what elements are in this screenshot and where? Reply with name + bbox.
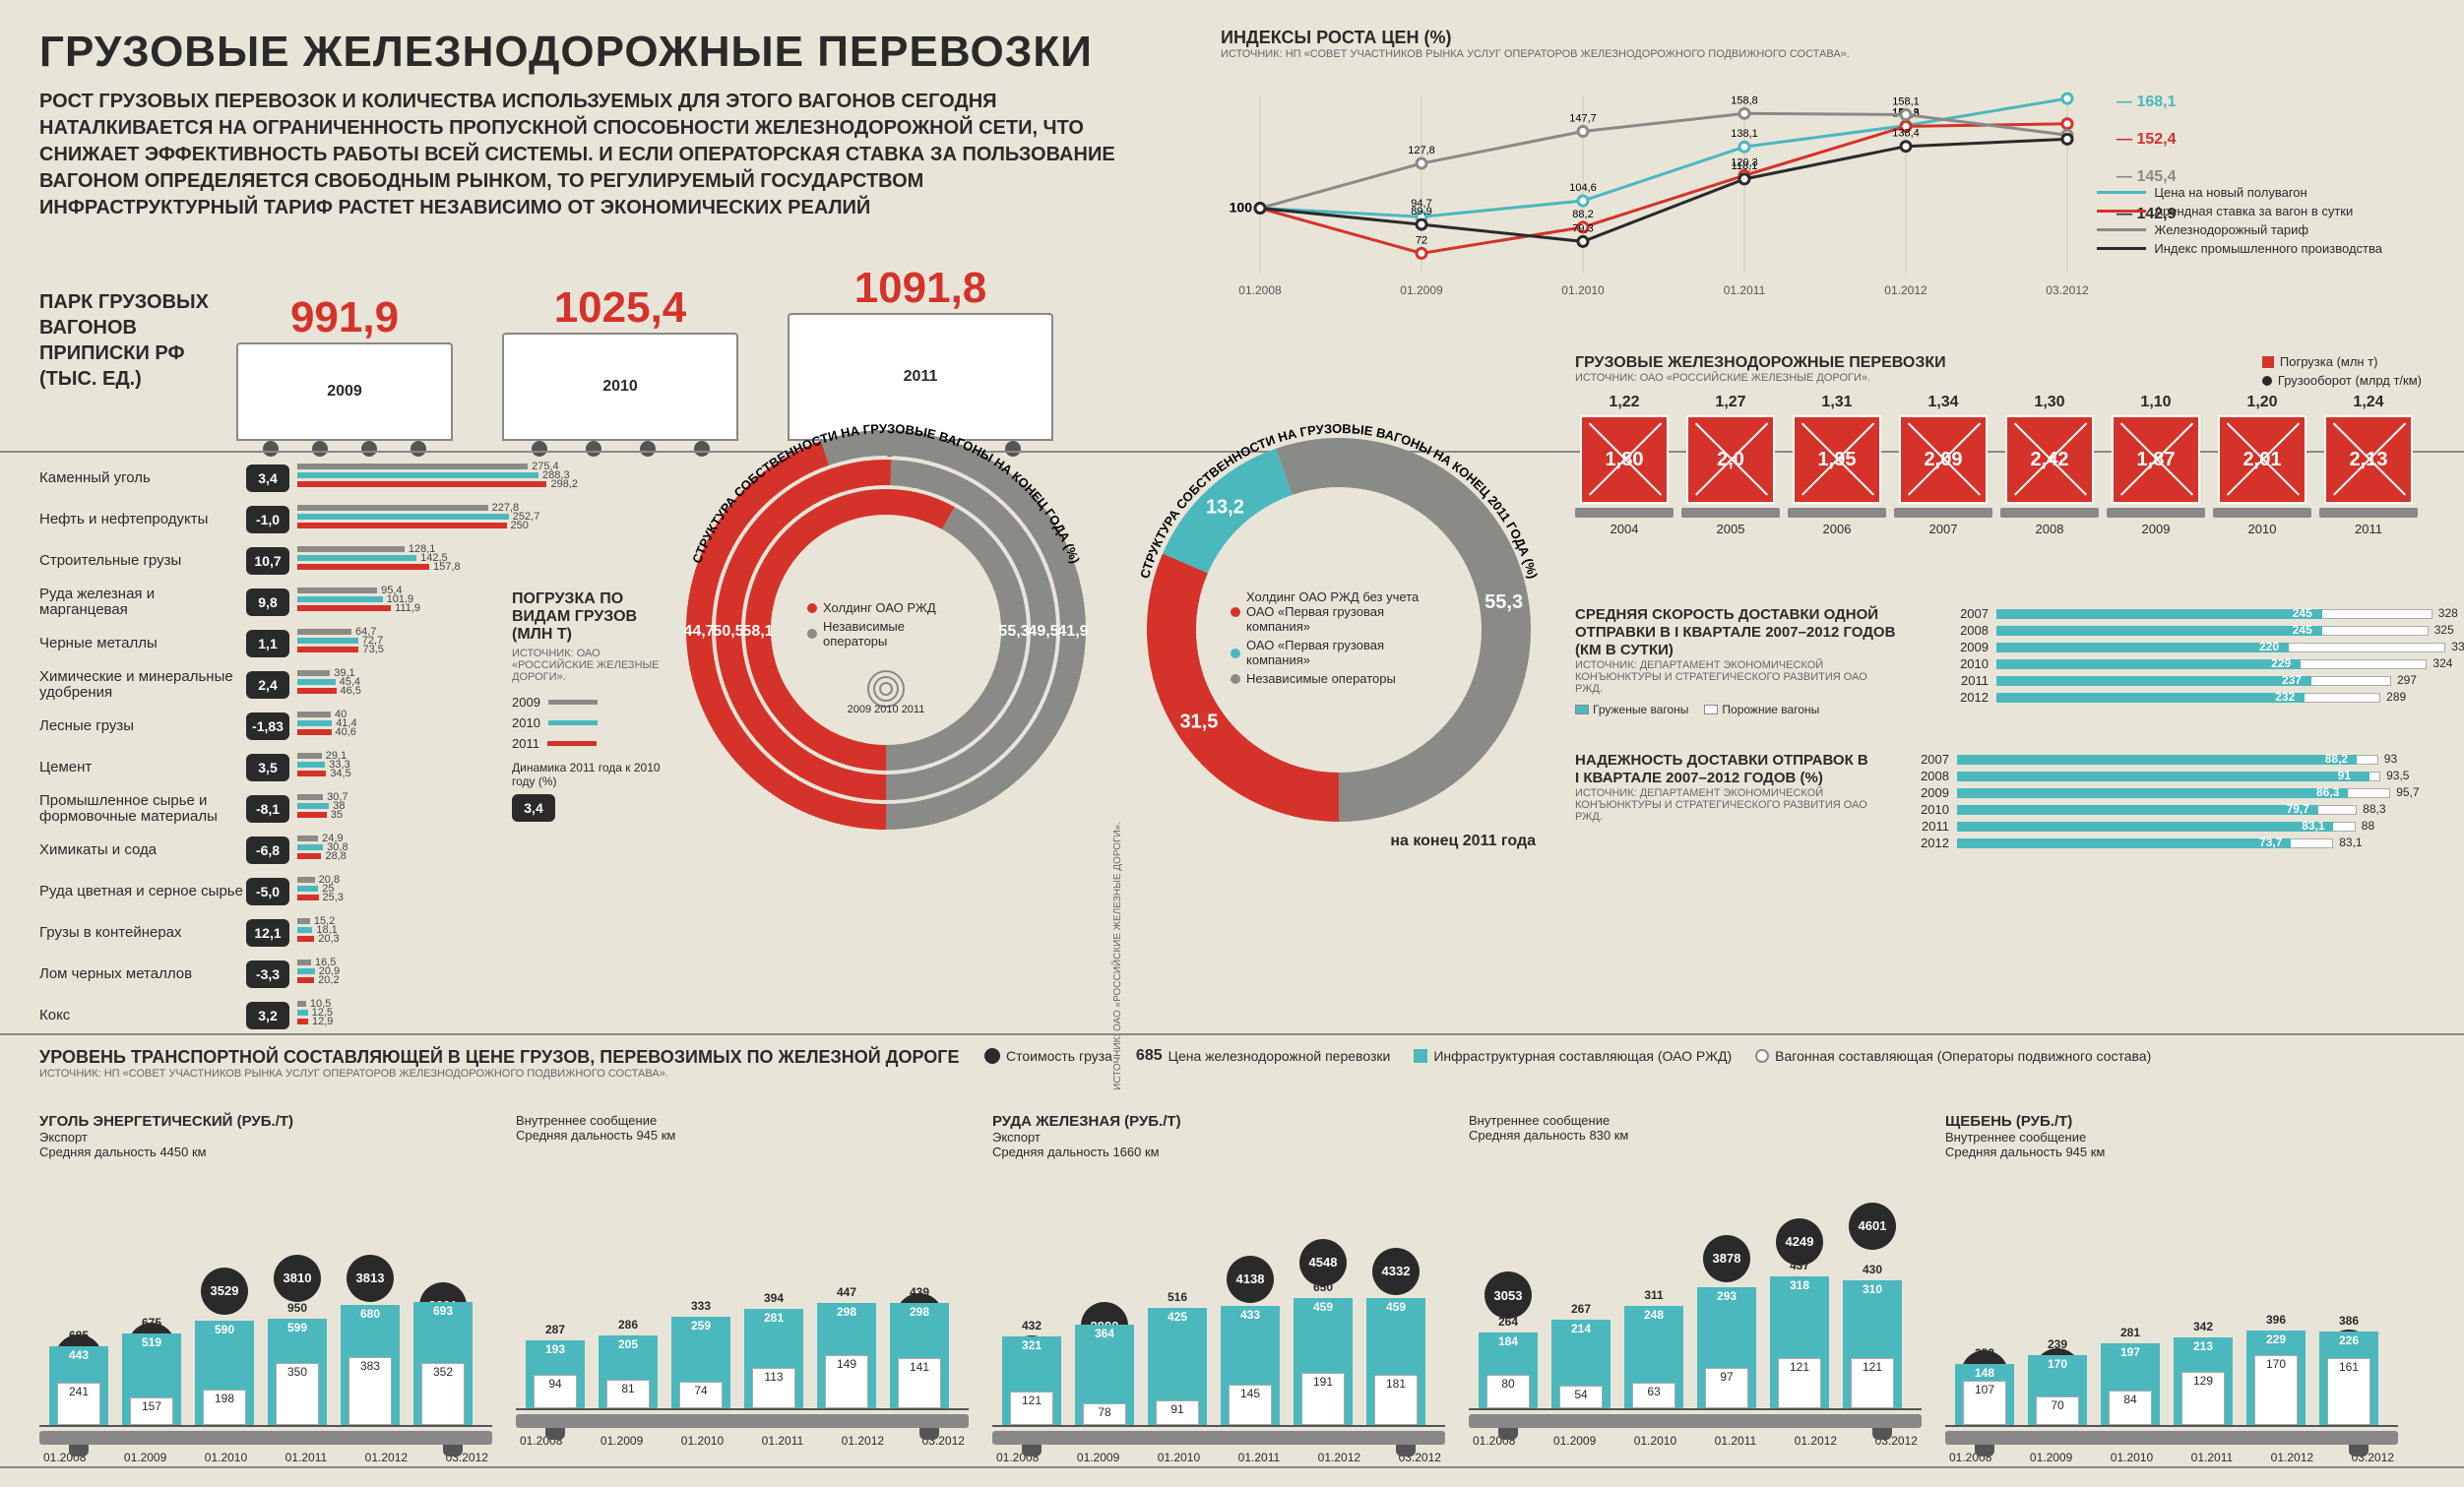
speed-row-2012: 2012 232 289 (1949, 690, 2464, 705)
cargo-row: Кокс 3,2 10,512,512,9 (39, 1000, 553, 1031)
svg-text:58,1: 58,1 (742, 623, 773, 640)
reliability-row-2009: 2009 86,3 95,7 (1910, 785, 2432, 800)
svg-text:44,7: 44,7 (683, 623, 714, 640)
svg-text:01.2012: 01.2012 (1884, 283, 1927, 297)
rail-col-2011: 1,24 2,13 2011 (2319, 394, 2418, 536)
legend-item: Стоимость груза (984, 1047, 1112, 1065)
rail-col-2009: 1,10 1,87 2009 (2107, 394, 2205, 536)
speed-row-2011: 2011 237 297 (1949, 673, 2464, 688)
svg-text:41,9: 41,9 (1057, 623, 1088, 640)
cargo-row: Строительные грузы 10,7 128,1142,5157,8 (39, 545, 553, 577)
commodity-panel: Внутреннее сообщениеСредняя дальность 83… (1469, 1113, 1922, 1464)
reliability-row-2007: 2007 88,2 93 (1910, 752, 2432, 767)
lede-text: РОСТ ГРУЗОВЫХ ПЕРЕВОЗОК И КОЛИЧЕСТВА ИСП… (39, 89, 1142, 221)
speed-row-2009: 2009 220 338 (1949, 640, 2464, 654)
rail-col-2008: 1,30 2,42 2008 (2000, 394, 2099, 536)
delivery-reliability: НАДЕЖНОСТЬ ДОСТАВКИ ОТПРАВОК В I КВАРТАЛ… (1575, 752, 2432, 852)
price-index-chart: ИНДЕКСЫ РОСТА ЦЕН (%)ИСТОЧНИК: НП «СОВЕТ… (1221, 28, 2422, 323)
svg-text:01.2008: 01.2008 (1238, 283, 1282, 297)
cargo-row: Каменный уголь 3,4 275,4288,3298,2 (39, 463, 553, 494)
reliability-row-2012: 2012 73,7 83,1 (1910, 836, 2432, 850)
reliability-row-2010: 2010 79,7 88,3 (1910, 802, 2432, 817)
wagon-2010: 1025,4 2010 (492, 283, 748, 457)
svg-text:49,5: 49,5 (1028, 623, 1058, 640)
cargo-row: Грузы в контейнерах 12,1 15,218,120,3 (39, 917, 553, 949)
svg-text:158,8: 158,8 (1731, 94, 1758, 106)
legend-item: 685 Цена железнодорожной перевозки (1136, 1047, 1390, 1065)
rail-col-2007: 1,34 2,09 2007 (1894, 394, 1992, 536)
speed-row-2008: 2008 245 325 (1949, 623, 2464, 638)
transport-cost-section: УРОВЕНЬ ТРАНСПОРТНОЙ СОСТАВЛЯЮЩЕЙ В ЦЕНЕ… (39, 1047, 2422, 1464)
svg-text:55,3: 55,3 (1485, 591, 1523, 613)
cargo-row: Черные металлы 1,1 64,772,773,5 (39, 628, 553, 659)
cargo-row: Промышленное сырье и формовочные материа… (39, 793, 553, 825)
svg-text:100: 100 (1230, 200, 1253, 216)
legend-item: Вагонная составляющая (Операторы подвижн… (1755, 1047, 2151, 1065)
svg-text:01.2009: 01.2009 (1400, 283, 1443, 297)
svg-text:88,2: 88,2 (1572, 209, 1593, 220)
svg-text:01.2010: 01.2010 (1561, 283, 1605, 297)
svg-text:01.2011: 01.2011 (1724, 283, 1766, 297)
park-label: ПАРК ГРУЗОВЫХ ВАГОНОВ ПРИПИСКИ РФ (ТЫС. … (39, 289, 217, 392)
cargo-row: Руда цветная и серное сырье -5,0 20,8252… (39, 876, 553, 907)
svg-text:31,5: 31,5 (1179, 711, 1218, 732)
cargo-by-type-table: Каменный уголь 3,4 275,4288,3298,2 Нефть … (39, 463, 553, 1041)
svg-text:72: 72 (1416, 234, 1427, 246)
svg-text:89,9: 89,9 (1411, 206, 1431, 217)
speed-row-2007: 2007 245 328 (1949, 606, 2464, 621)
svg-text:118,1: 118,1 (1732, 160, 1758, 172)
reliability-row-2008: 2008 91 93,5 (1910, 769, 2432, 783)
svg-text:03.2012: 03.2012 (2046, 283, 2089, 297)
wagon-2009: 991,9 2009 (226, 293, 463, 457)
ownership-donuts: 44,750,558,141,949,555,3СТРУКТУРА СОБСТВ… (689, 433, 1536, 827)
rail-col-2010: 1,20 2,01 2010 (2213, 394, 2311, 536)
svg-text:138,4: 138,4 (1892, 128, 1920, 140)
rail-freight-bars: ГРУЗОВЫЕ ЖЕЛЕЗНОДОРОЖНЫЕ ПЕРЕВОЗКИ ИСТОЧ… (1575, 354, 2432, 536)
main-title: ГРУЗОВЫЕ ЖЕЛЕЗНОДОРОЖНЫЕ ПЕРЕВОЗКИ (39, 28, 1093, 77)
reliability-row-2011: 2011 83,1 88 (1910, 819, 2432, 834)
commodity-panel: Внутреннее сообщениеСредняя дальность 94… (516, 1113, 969, 1464)
commodity-panel: РУДА ЖЕЛЕЗНАЯ (РУБ./Т) ЭкспортСредняя да… (992, 1113, 1445, 1464)
svg-text:147,7: 147,7 (1569, 112, 1597, 124)
cargo-row: Лом черных металлов -3,3 16,520,920,2 (39, 959, 553, 990)
svg-text:104,6: 104,6 (1569, 182, 1597, 194)
svg-text:13,2: 13,2 (1206, 496, 1244, 518)
cargo-row: Руда железная и марганцевая 9,8 95,4101,… (39, 587, 553, 618)
svg-text:50,5: 50,5 (713, 623, 743, 640)
cargo-row: Лесные грузы -1,83 4041,440,6 (39, 711, 553, 742)
wagon-park-chart: 991,9 2009 1025,4 2010 1091,8 2011 (226, 260, 1112, 457)
svg-text:79,3: 79,3 (1572, 222, 1593, 234)
delivery-speed: СРЕДНЯЯ СКОРОСТЬ ДОСТАВКИ ОДНОЙ ОТПРАВКИ… (1575, 606, 2432, 716)
commodity-panel: УГОЛЬ ЭНЕРГЕТИЧЕСКИЙ (РУБ./Т) ЭкспортСре… (39, 1113, 492, 1464)
svg-text:158,1: 158,1 (1892, 95, 1920, 107)
cargo-legend: ПОГРУЗКА ПО ВИДАМ ГРУЗОВ (МЛН Т) ИСТОЧНИ… (512, 590, 669, 822)
svg-text:127,8: 127,8 (1408, 145, 1435, 156)
speed-row-2010: 2010 229 324 (1949, 656, 2464, 671)
cargo-row: Химикаты и сода -6,8 24,930,828,8 (39, 835, 553, 866)
svg-text:138,1: 138,1 (1731, 128, 1758, 140)
rail-col-2006: 1,31 1,95 2006 (1788, 394, 1886, 536)
cargo-row: Нефть и нефтепродукты -1,0 227,8252,7250 (39, 504, 553, 535)
svg-text:55,3: 55,3 (998, 623, 1029, 640)
rail-col-2004: 1,22 1,80 2004 (1575, 394, 1674, 536)
legend-item: Инфраструктурная составляющая (ОАО РЖД) (1414, 1047, 1732, 1065)
rail-col-2005: 1,27 2,0 2005 (1681, 394, 1780, 536)
cargo-row: Химические и минеральные удобрения 2,4 3… (39, 669, 553, 701)
commodity-panel: ЩЕБЕНЬ (РУБ./Т) Внутреннее сообщениеСред… (1945, 1113, 2398, 1464)
cargo-row: Цемент 3,5 29,133,334,5 (39, 752, 553, 783)
